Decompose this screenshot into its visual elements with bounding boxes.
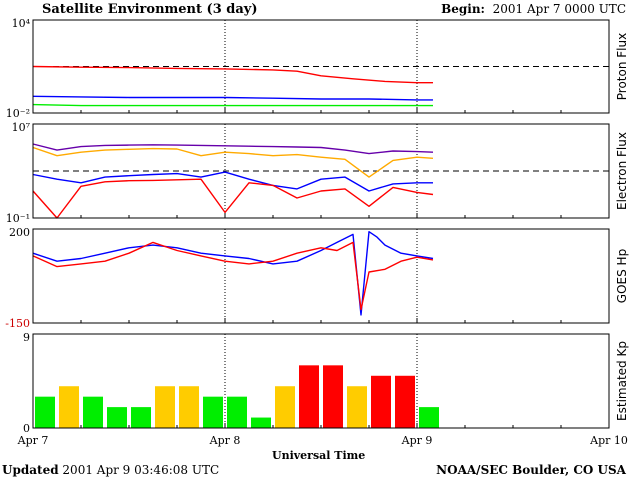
kp-bar — [107, 407, 127, 428]
series-purple-line — [32, 143, 434, 155]
chart-title: Satellite Environment (3 day) — [42, 2, 258, 17]
x-tick-label: Apr 9 — [401, 434, 433, 447]
panel-ylabel: GOES Hp — [615, 249, 629, 303]
panel-frame — [32, 228, 610, 324]
kp-bar — [35, 396, 55, 428]
source-credit: NOAA/SEC Boulder, CO USA — [436, 463, 626, 477]
x-axis-title: Universal Time — [272, 449, 366, 462]
panel-ylabel: Electron Flux — [615, 132, 629, 210]
y-tick-label: 10⁻² — [6, 107, 30, 120]
kp-bar — [347, 386, 367, 428]
kp-bar — [395, 375, 415, 428]
kp-bar — [227, 396, 247, 428]
series-blue-line — [32, 171, 433, 192]
series-green-line — [32, 103, 433, 107]
kp-bar — [371, 375, 391, 428]
begin-label: Begin: — [441, 2, 485, 16]
kp-bar — [299, 365, 319, 428]
y-tick-label: 10⁻¹ — [6, 212, 30, 225]
updated-value: 2001 Apr 9 03:46:08 UTC — [62, 463, 220, 477]
begin-value: 2001 Apr 7 0000 UTC — [492, 2, 626, 16]
kp-bar — [179, 386, 199, 428]
kp-bar — [251, 417, 271, 428]
updated-label: Updated — [2, 463, 59, 477]
series-red-line — [32, 241, 434, 311]
kp-bar — [59, 386, 79, 428]
panel-1: 10⁴ 10⁻² Proton Flux — [6, 17, 629, 120]
kp-bar — [203, 396, 223, 428]
series-blue-line — [32, 95, 433, 101]
kp-bar — [155, 386, 175, 428]
panel-frame — [32, 123, 610, 219]
panel-3: 200 -150 GOES Hp — [5, 226, 629, 330]
begin-info: Begin: 2001 Apr 7 0000 UTC — [441, 3, 626, 15]
series-red-line — [32, 65, 433, 84]
y-tick-label: 9 — [23, 331, 30, 344]
y-tick-label: 10⁴ — [12, 17, 31, 30]
series-red-line — [32, 178, 434, 219]
updated-info: Updated 2001 Apr 9 03:46:08 UTC — [2, 464, 219, 476]
x-tick-label: Apr 10 — [589, 434, 628, 447]
series-orange-line — [32, 146, 434, 178]
y-tick-label: 10⁷ — [12, 121, 31, 134]
panel-2: 10⁷ 10⁻¹ Electron Flux — [6, 121, 629, 225]
x-tick-label: Apr 8 — [209, 434, 241, 447]
x-tick-label: Apr 7 — [17, 434, 49, 447]
kp-bar — [323, 365, 343, 428]
y-tick-label: 200 — [9, 226, 30, 239]
panel-ylabel: Proton Flux — [615, 33, 629, 100]
panel-4: 9 0 Estimated Kp — [23, 331, 629, 435]
y-tick-label: -150 — [5, 317, 30, 330]
kp-bar — [275, 386, 295, 428]
series-blue-line — [32, 230, 434, 316]
kp-bar — [83, 396, 103, 428]
kp-bar — [419, 407, 439, 428]
y-tick-label: 0 — [23, 422, 30, 435]
kp-bar — [131, 407, 151, 428]
panel-ylabel: Estimated Kp — [615, 341, 629, 421]
